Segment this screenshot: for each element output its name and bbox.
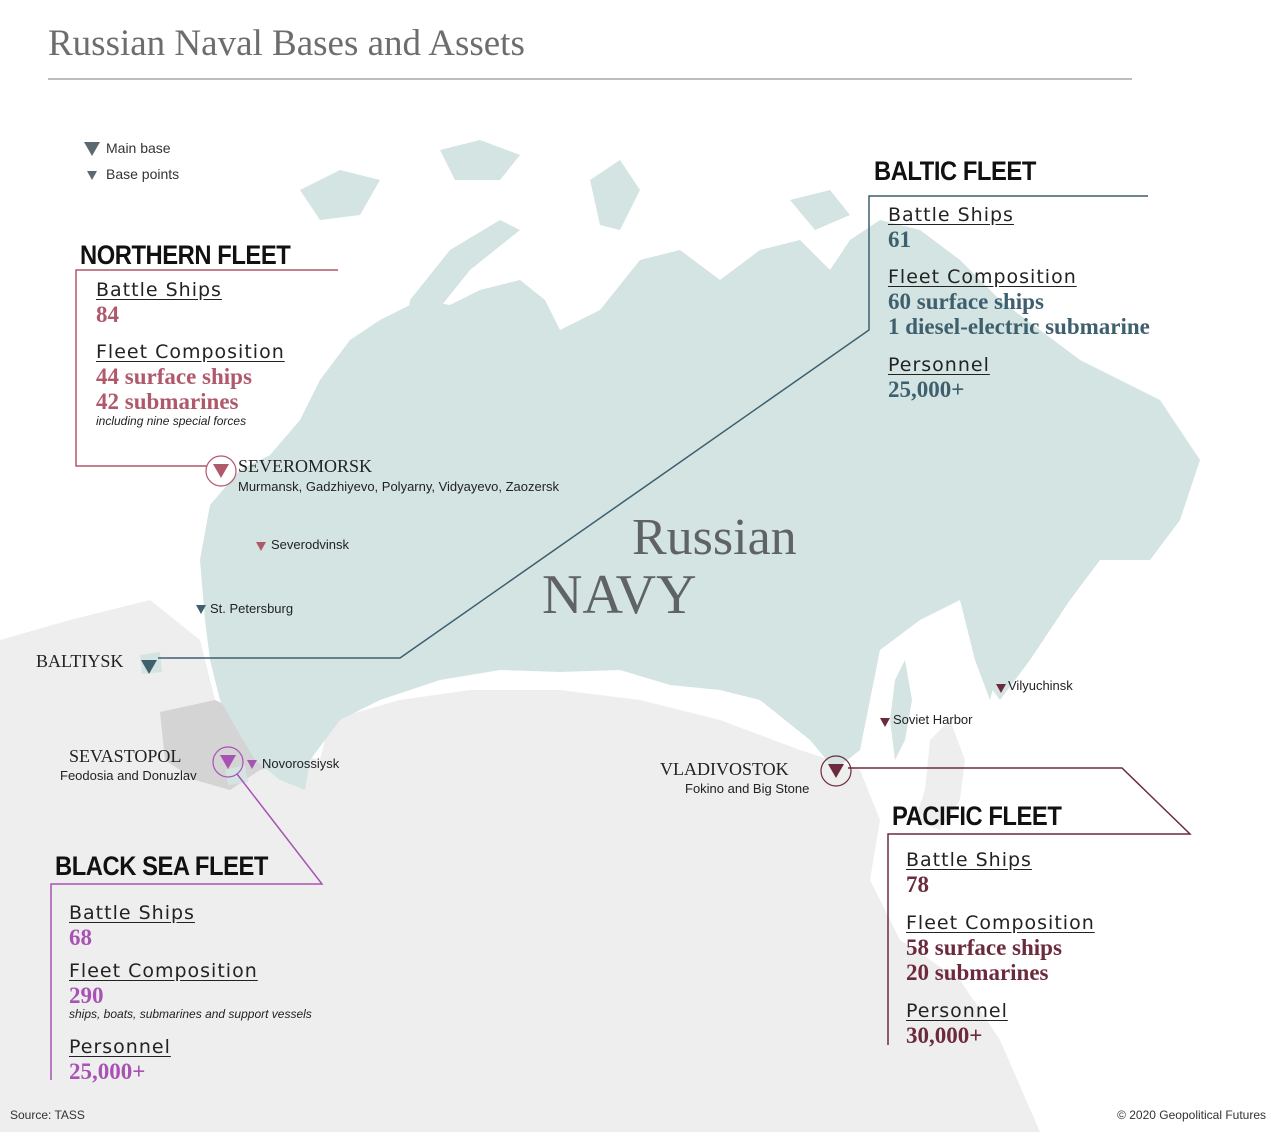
pacific-fleet-title: PACIFIC FLEET [892,801,1062,831]
baltic-composition-line1: 60 surface ships [888,289,1044,314]
pacific-personnel-label: Personnel [906,1000,1008,1022]
northern-composition-label: Fleet Composition [96,341,285,363]
vladivostok-sub-label: Fokino and Big Stone [685,781,810,796]
vladivostok-label: VLADIVOSTOK [660,759,789,779]
legend-base-points-label: Base points [106,166,180,182]
title-divider [48,78,1132,80]
black-sea-composition-note: ships, boats, submarines and support ves… [69,1007,312,1021]
landmass-japan [915,720,965,830]
legend-main-base-label: Main base [106,140,171,156]
northern-battle-ships-label: Battle Ships [96,279,222,301]
pacific-personnel-value: 30,000+ [906,1023,983,1048]
soviet-harbor-point-icon [880,718,890,727]
baltic-composition-label: Fleet Composition [888,266,1077,288]
pacific-composition-line2: 20 submarines [906,960,1049,985]
northern-battle-ships-value: 84 [96,302,119,327]
novorossiysk-label: Novorossiysk [262,756,340,771]
landmass-sakhalin [890,660,912,760]
sevastopol-marker-icon [212,746,244,778]
baltic-personnel-label: Personnel [888,354,990,376]
pacific-fleet-leader-line [848,767,1192,1045]
northern-fleet-title: NORTHERN FLEET [80,240,291,270]
baltic-battle-ships-label: Battle Ships [888,204,1014,226]
map-label-russian: Russian [632,509,797,566]
landmass-new-siberian-islands [790,190,850,230]
st-petersburg-label: St. Petersburg [210,601,294,616]
base-points-legend-icon [87,171,97,180]
severodvinsk-point-icon [256,542,266,551]
vilyuchinsk-label: Vilyuchinsk [1008,678,1073,693]
northern-composition-line1: 44 surface ships [96,364,252,389]
sevastopol-sub-label: Feodosia and Donuzlav [60,768,197,783]
black-sea-personnel-value: 25,000+ [69,1059,146,1084]
northern-composition-note: including nine special forces [96,414,247,428]
sevastopol-label: SEVASTOPOL [69,746,182,766]
black-sea-fleet-leader-line [50,773,324,1080]
black-sea-personnel-label: Personnel [69,1036,171,1058]
severomorsk-marker-icon [205,455,237,487]
severodvinsk-label: Severodvinsk [271,537,350,552]
landmass-kamchatka [985,560,1070,700]
pacific-battle-ships-label: Battle Ships [906,849,1032,871]
source-credit: Source: TASS [10,1108,85,1122]
landmass-franz-josef-land [440,140,520,180]
black-sea-fleet-title: BLACK SEA FLEET [55,851,268,881]
severomorsk-sub-label: Murmansk, Gadzhiyevo, Polyarny, Vidyayev… [238,479,560,494]
landmass-europe-asia [0,600,1040,1132]
baltiysk-label: BALTIYSK [36,651,124,671]
vilyuchinsk-point-icon [996,684,1006,693]
copyright-credit: © 2020 Geopolitical Futures [1117,1108,1266,1122]
black-sea-battle-ships-value: 68 [69,925,92,950]
pacific-battle-ships-value: 78 [906,872,929,897]
baltic-fleet-title: BALTIC FLEET [874,156,1036,186]
page-title: Russian Naval Bases and Assets [48,23,525,64]
baltic-personnel-value: 25,000+ [888,377,965,402]
black-sea-battle-ships-label: Battle Ships [69,902,195,924]
landmass-novaya-zemlya [405,220,520,350]
map-label-navy: NAVY [542,564,697,626]
vladivostok-marker-icon [820,755,852,787]
northern-fleet-leader-line [75,269,338,467]
baltic-battle-ships-value: 61 [888,227,911,252]
northern-composition-line2: 42 submarines [96,389,239,414]
baltic-fleet-leader-line [158,195,1148,659]
soviet-harbor-label: Soviet Harbor [893,712,973,727]
landmass-severnaya-zemlya [590,160,640,230]
main-base-legend-icon [84,142,100,156]
pacific-composition-line1: 58 surface ships [906,935,1062,960]
pacific-composition-label: Fleet Composition [906,912,1095,934]
severomorsk-label: SEVEROMORSK [238,456,373,476]
baltiysk-marker-icon [141,660,157,674]
black-sea-composition-label: Fleet Composition [69,960,258,982]
black-sea-composition-line1: 290 [69,983,104,1008]
st-petersburg-point-icon [196,605,206,614]
novorossiysk-point-icon [247,760,257,769]
landmass-russia [200,220,1200,790]
baltic-composition-line2: 1 diesel-electric submarine [888,314,1150,339]
landmass-svalbard [300,170,380,220]
